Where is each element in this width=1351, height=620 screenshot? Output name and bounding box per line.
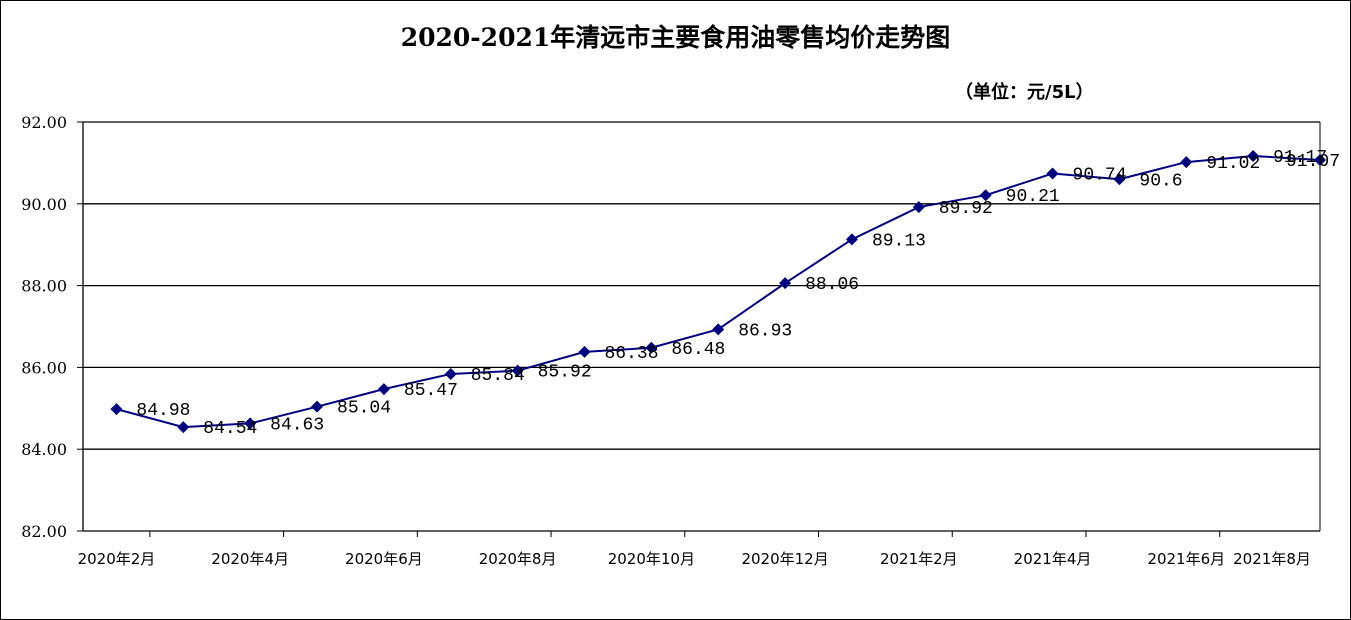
data-label: 91.02 [1206,154,1260,174]
data-label: 85.04 [337,399,391,419]
data-point-marker [110,403,123,416]
x-tick-label: 2020年8月 [479,550,557,568]
data-point-marker [712,323,725,336]
x-axis-tick-labels: 2020年2月 2020年4月 2020年6月 2020年8月 2020年10月 2020… [78,550,1311,568]
data-point-marker [1314,154,1326,167]
data-label: 89.92 [939,199,993,219]
x-tick-label: 2020年6月 [345,550,423,568]
data-point-marker [377,383,390,396]
x-tick-label: 2020年2月 [78,550,156,568]
x-tick-label: 2021年4月 [1014,550,1092,568]
data-labels: 84.98 84.54 84.63 85.04 85.47 85.84 85.92 86.38… [136,148,1340,439]
y-tick-label: 92.00 [21,113,67,132]
data-label: 86.93 [738,321,792,341]
axes [77,121,1321,537]
data-label: 91.07 [1286,152,1340,172]
data-point-marker [645,341,658,354]
data-point-marker [845,233,858,246]
data-point-marker [1046,167,1059,180]
data-point-marker [177,421,190,434]
data-label: 86.38 [604,344,658,364]
data-point-marker [779,277,792,290]
chart-title: 2020-2021年清远市主要食用油零售均价走势图 [400,23,951,52]
data-label: 85.47 [404,381,458,401]
gridlines [83,121,1320,450]
x-tick-label: 2021年2月 [880,550,958,568]
y-tick-label: 88.00 [21,277,67,296]
data-label: 90.21 [1006,187,1060,207]
x-tick-label: 2020年4月 [211,550,289,568]
series-line [116,154,1321,429]
series-layer [110,149,1326,434]
y-axis-tick-labels: 82.00 84.00 86.00 88.00 90.00 92.00 [21,113,67,541]
data-label: 88.06 [805,275,859,295]
data-point-marker [311,400,324,413]
data-label: 90.74 [1073,166,1127,186]
x-tick-label: 2020年12月 [741,550,828,568]
data-label: 90.6 [1139,171,1182,191]
data-label: 86.48 [671,340,725,360]
data-point-marker [244,417,257,430]
data-point-marker [511,364,524,377]
data-point-marker [1180,156,1193,169]
data-label: 85.92 [538,363,592,383]
data-point-marker [912,201,925,214]
y-tick-label: 86.00 [21,358,67,377]
unit-label: （单位：元/5L） [955,82,1094,103]
data-label: 84.54 [203,419,257,439]
data-label: 84.63 [270,415,324,435]
data-point-marker [979,189,992,202]
y-tick-label: 90.00 [21,195,67,214]
x-tick-label: 2020年10月 [608,550,695,568]
data-label: 89.13 [872,231,926,251]
data-point-marker [578,345,591,358]
x-tick-label: 2021年8月 [1233,550,1311,568]
data-label: 84.98 [136,401,190,421]
y-tick-label: 84.00 [21,440,67,459]
data-label: 85.84 [471,366,525,386]
x-tick-label: 2021年6月 [1147,550,1225,568]
data-point-marker [1113,173,1126,186]
data-point-marker [444,367,457,380]
y-tick-label: 82.00 [21,522,67,541]
data-label: 91.17 [1273,148,1327,168]
data-point-marker [1247,149,1260,162]
